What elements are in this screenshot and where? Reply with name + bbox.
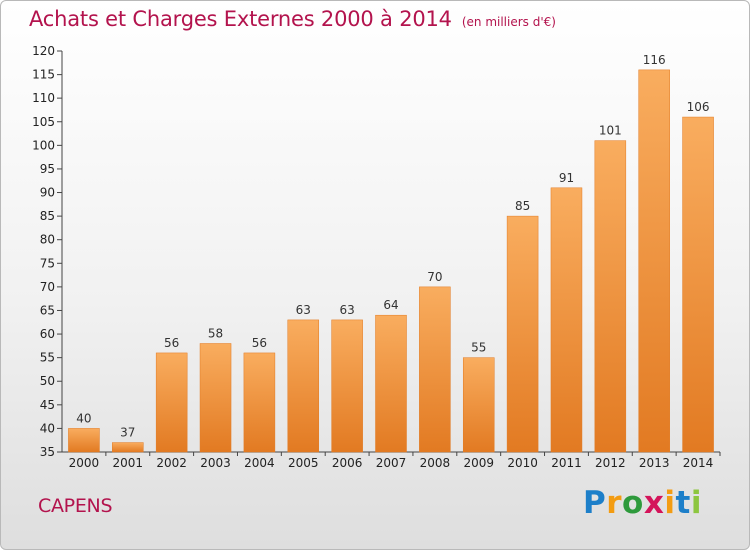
value-label-2013: 116 [643,53,666,67]
title-unit: (en milliers d'€) [461,15,556,29]
bar-2007 [375,314,407,453]
logo-letter: i [664,485,676,521]
y-tick-label: 75 [40,256,55,270]
value-label-2000: 40 [76,411,91,425]
bar-2000 [68,428,100,453]
value-label-2001: 37 [120,426,135,440]
y-tick-label: 95 [40,162,55,176]
x-tick-label-2000: 2000 [69,456,100,470]
y-tick-label: 70 [40,280,55,294]
y-tick-label: 80 [40,233,55,247]
x-tick-label-2009: 2009 [463,456,494,470]
x-tick-label-2004: 2004 [244,456,275,470]
bar-2011 [550,187,583,453]
value-label-2011: 91 [559,171,574,185]
bar-2001 [112,442,144,453]
x-tick-label-2005: 2005 [288,456,319,470]
x-tick-label-2006: 2006 [332,456,363,470]
value-label-2002: 56 [164,336,179,350]
value-label-2008: 70 [427,270,442,284]
x-tick-label-2001: 2001 [113,456,144,470]
y-tick-label: 55 [40,351,55,365]
chart-title: Achats et Charges Externes 2000 à 2014 (e… [29,7,556,31]
bar-2008 [419,286,451,453]
value-label-2006: 63 [339,303,354,317]
value-label-2004: 56 [252,336,267,350]
title-text: Achats et Charges Externes 2000 à 2014 [29,7,452,31]
commune-name: CAPENS [38,495,113,517]
bar-2003 [199,343,232,453]
y-tick-label: 105 [32,115,55,129]
logo-letter: o [622,485,644,521]
logo-letter: P [583,485,607,521]
y-tick-label: 110 [32,91,55,105]
logo-letter: i [690,485,702,521]
bar-2014 [682,116,714,453]
bar-2010 [506,215,539,453]
x-tick-label-2003: 2003 [200,456,231,470]
x-tick-label-2014: 2014 [683,456,714,470]
bar-2005 [287,319,320,453]
x-tick-label-2013: 2013 [639,456,670,470]
y-tick-label: 65 [40,303,55,317]
y-tick-label: 60 [40,327,55,341]
bar-2013 [638,69,670,453]
bar-2004 [243,352,276,453]
y-tick-label: 50 [40,374,55,388]
logo-letter: x [643,485,665,521]
y-tick-label: 35 [40,445,55,459]
y-tick-label: 45 [40,398,55,412]
bars: 40 37 56 58 56 63 63 64 70 55 85 91 101 116 106 [68,53,714,453]
y-tick-label: 85 [40,209,55,223]
value-label-2003: 58 [208,326,223,340]
proxiti-logo[interactable]: Proxiti [583,485,702,521]
value-label-2007: 64 [383,298,398,312]
y-tick-label: 100 [32,138,55,152]
x-tick-label-2012: 2012 [595,456,626,470]
x-tick-label-2002: 2002 [156,456,187,470]
value-label-2005: 63 [296,303,311,317]
x-tick-label-2007: 2007 [376,456,407,470]
value-label-2009: 55 [471,341,486,355]
bar-2002 [155,352,188,453]
bar-2006 [331,319,363,453]
value-label-2010: 85 [515,199,530,213]
value-label-2014: 106 [687,100,710,114]
y-tick-label: 115 [32,68,55,82]
x-tick-label-2010: 2010 [507,456,538,470]
logo-letter: r [606,485,623,521]
value-label-2012: 101 [599,124,622,138]
bar-2009 [462,357,495,453]
y-tick-label: 90 [40,186,55,200]
x-tick-label-2011: 2011 [551,456,582,470]
x-tick-label-2008: 2008 [420,456,451,470]
y-tick-label: 40 [40,421,55,435]
y-tick-label: 120 [32,44,55,58]
bar-2012 [594,140,627,453]
axes: 35 40 45 50 55 60 65 70 75 80 85 90 95 100 105 110 115 12… [32,44,721,470]
logo-letter: t [675,485,691,521]
